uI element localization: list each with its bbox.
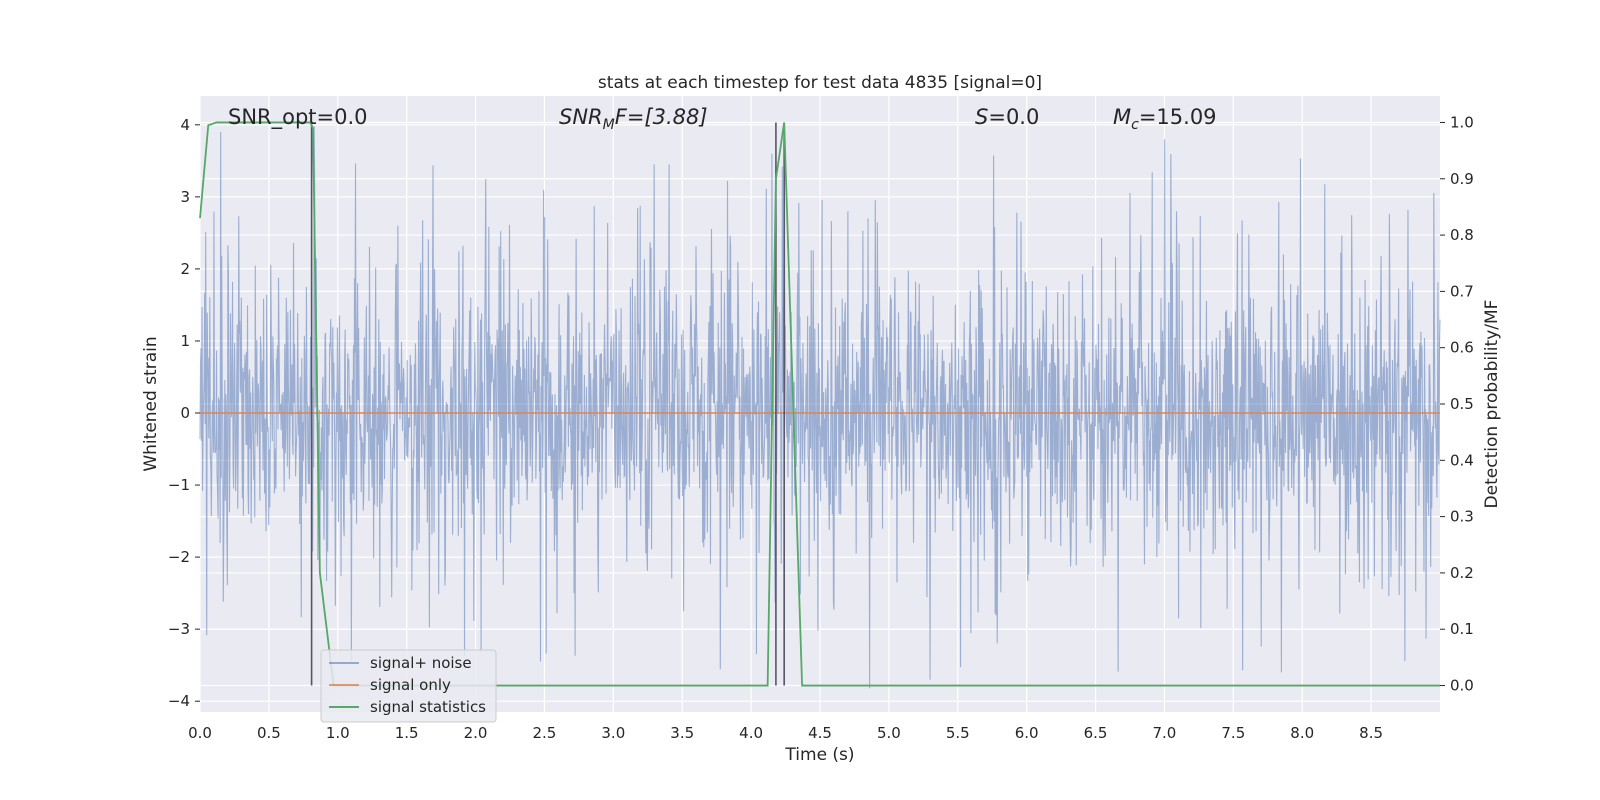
- legend: signal+ noise signal only signal statist…: [320, 649, 497, 723]
- y-tick-label: 1: [180, 332, 190, 350]
- y-tick-label: 3: [180, 188, 190, 206]
- x-tick-label: 0.0: [188, 724, 212, 742]
- chart-title: stats at each timestep for test data 483…: [598, 73, 1042, 93]
- y-tick-label: 2: [180, 260, 190, 278]
- x-tick-label: 0.5: [257, 724, 281, 742]
- y-right-tick-label: 0.2: [1450, 564, 1474, 582]
- annotation-snr-mf: SNRMF=[3.88]: [559, 105, 708, 133]
- y-tick-label: 0: [180, 404, 190, 422]
- y-axis-right-label: Detection probability/MF: [1482, 300, 1502, 509]
- legend-label-signal-only: signal only: [370, 676, 451, 694]
- x-tick-label: 8.5: [1359, 724, 1383, 742]
- y-right-tick-label: 0.9: [1450, 170, 1474, 188]
- signal-noise-trace: [199, 126, 1441, 689]
- legend-box: [320, 649, 497, 723]
- y-axis-label: Whitened strain: [141, 336, 161, 471]
- y-right-tick-label: 0.3: [1450, 508, 1474, 526]
- y-tick-label: −4: [168, 692, 190, 710]
- x-tick-label: 4.5: [808, 724, 832, 742]
- x-tick-label: 3.5: [670, 724, 694, 742]
- annotation-snr-opt: SNR_opt=0.0: [228, 105, 368, 130]
- y-right-tick-label: 1.0: [1450, 113, 1474, 131]
- annotation-mc: Mc=15.09: [1113, 105, 1217, 133]
- legend-label-signal-statistics: signal statistics: [370, 698, 486, 716]
- y-tick-label: −2: [168, 548, 190, 566]
- x-tick-label: 8.0: [1290, 724, 1314, 742]
- x-tick-label: 7.0: [1153, 724, 1177, 742]
- y-right-tick-label: 0.4: [1450, 451, 1474, 469]
- annotation-s: S=0.0: [975, 105, 1039, 129]
- y-right-tick-label: 0.6: [1450, 339, 1474, 357]
- x-tick-label: 2.5: [533, 724, 557, 742]
- x-tick-label: 1.5: [395, 724, 419, 742]
- x-tick-label: 5.5: [946, 724, 970, 742]
- x-tick-label: 7.5: [1221, 724, 1245, 742]
- legend-label-signal-noise: signal+ noise: [370, 654, 472, 672]
- x-tick-label: 2.0: [464, 724, 488, 742]
- y-right-tick-label: 0.7: [1450, 282, 1474, 300]
- x-tick-label: 1.0: [326, 724, 350, 742]
- y-right-tick-label: 0.1: [1450, 620, 1474, 638]
- y-tick-label: −3: [168, 620, 190, 638]
- y-right-tick-label: 0.5: [1450, 395, 1474, 413]
- x-tick-label: 6.0: [1015, 724, 1039, 742]
- x-tick-label: 6.5: [1084, 724, 1108, 742]
- y-right-tick-label: 0.8: [1450, 226, 1474, 244]
- x-axis-label: Time (s): [784, 745, 854, 765]
- series-signal-noise: [199, 126, 1441, 689]
- y-tick-label: 4: [180, 116, 190, 134]
- y-right-tick-label: 0.0: [1450, 677, 1474, 695]
- y-tick-label: −1: [168, 476, 190, 494]
- x-tick-label: 5.0: [877, 724, 901, 742]
- x-tick-label: 4.0: [739, 724, 763, 742]
- x-tick-label: 3.0: [601, 724, 625, 742]
- tick-labels: 0.0 0.5 1.0 1.5 2.0 2.5 3.0 3.5 4.0 4.5 5.0 5.5 6.0 6…: [168, 113, 1474, 742]
